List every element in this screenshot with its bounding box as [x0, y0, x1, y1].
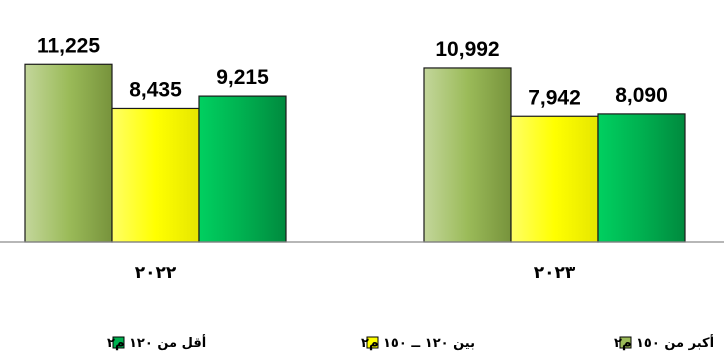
legend-label-2: بين ١٢٠ ــ ١٥٠ م٢: [361, 336, 475, 351]
category-label-2: ٢٠٢٣: [534, 263, 576, 283]
value-label-3-1: 9,215: [216, 66, 269, 89]
bars-group: [24, 63, 686, 243]
bar-3-2: [597, 113, 686, 243]
bar-3-1: [198, 95, 287, 243]
bar-1-2: [423, 67, 512, 243]
category-label-1: ٢٠٢٢: [135, 263, 177, 283]
value-label-1-2: 10,992: [435, 38, 499, 61]
bar-1-1: [24, 63, 113, 243]
legend-label-1: أكبر من ١٥٠ م٢: [614, 334, 714, 351]
value-label-2-2: 7,942: [528, 86, 581, 109]
value-labels-group: 11,225 8,435 9,215 10,992 7,942 8,090: [37, 34, 668, 109]
legend-label-3: أقل من ١٢٠ م٢: [107, 334, 206, 351]
value-label-3-2: 8,090: [615, 84, 668, 107]
value-label-1-1: 11,225: [37, 34, 100, 57]
legend-swatch-1: [619, 336, 632, 349]
legend-swatch-3: [112, 336, 125, 349]
value-label-2-1: 8,435: [129, 78, 182, 101]
legend-swatch-2: [366, 336, 379, 349]
bar-2-1: [111, 107, 200, 243]
legend: أكبر من ١٥٠ م٢ بين ١٢٠ ــ ١٥٠ م٢ أقل من ١٢…: [107, 334, 714, 351]
category-labels-group: ٢٠٢٢ ٢٠٢٣: [135, 263, 576, 283]
bar-2-2: [510, 115, 599, 243]
